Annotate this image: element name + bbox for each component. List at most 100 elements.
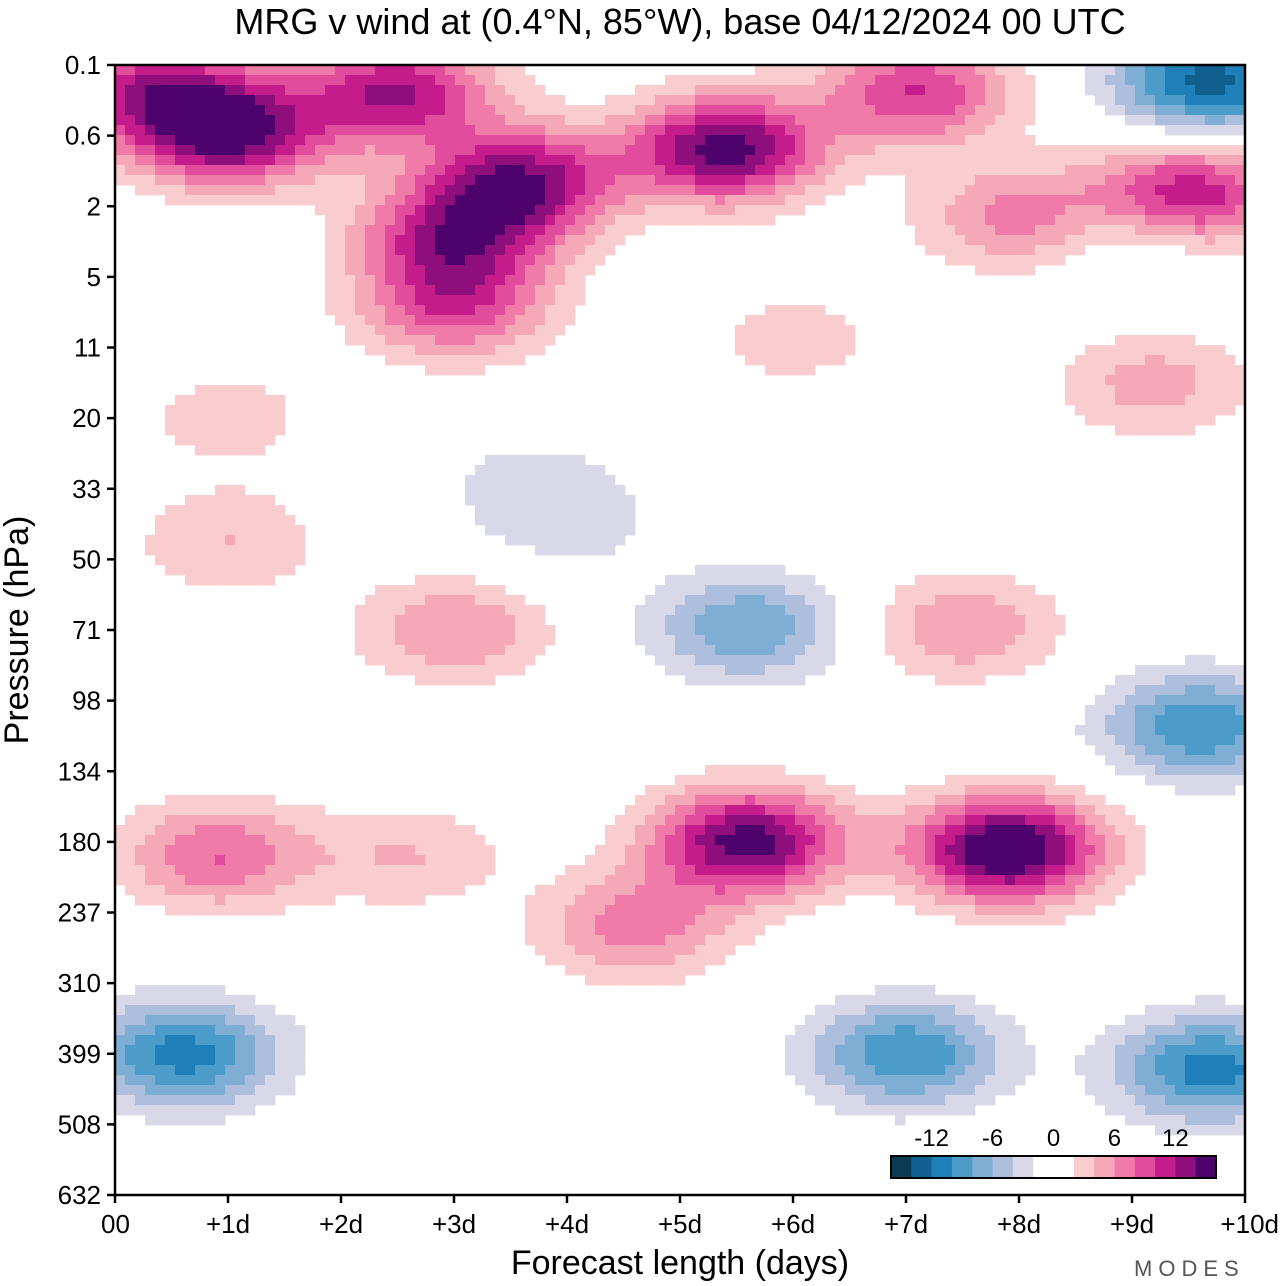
- contour-cell: [185, 825, 196, 836]
- contour-cell: [385, 855, 396, 866]
- contour-cell: [775, 105, 786, 116]
- contour-cell: [235, 815, 246, 826]
- contour-cell: [685, 105, 696, 116]
- contour-cell: [195, 875, 206, 886]
- contour-cell: [955, 795, 966, 806]
- contour-cell: [645, 215, 656, 226]
- contour-cell: [285, 805, 296, 816]
- contour-cell: [685, 125, 696, 136]
- contour-cell: [205, 195, 216, 206]
- contour-cell: [1175, 125, 1186, 136]
- contour-cell: [1005, 825, 1016, 836]
- contour-cell: [1055, 845, 1066, 856]
- contour-cell: [595, 885, 606, 896]
- contour-cell: [1035, 835, 1046, 846]
- contour-cell: [975, 155, 986, 166]
- contour-cell: [695, 205, 706, 216]
- contour-cell: [1125, 1055, 1136, 1066]
- contour-cell: [695, 955, 706, 966]
- contour-cell: [1145, 675, 1156, 686]
- contour-cell: [585, 975, 596, 986]
- contour-cell: [785, 805, 796, 816]
- contour-cell: [1125, 195, 1136, 206]
- contour-cell: [1115, 1045, 1126, 1056]
- contour-cell: [695, 925, 706, 936]
- contour-cell: [415, 655, 426, 666]
- contour-cell: [555, 95, 566, 106]
- contour-cell: [1005, 165, 1016, 176]
- contour-cell: [245, 1015, 256, 1026]
- contour-cell: [405, 65, 416, 76]
- contour-cell: [665, 855, 676, 866]
- contour-cell: [745, 675, 756, 686]
- contour-cell: [1075, 825, 1086, 836]
- contour-cell: [485, 145, 496, 156]
- contour-cell: [1115, 215, 1126, 226]
- contour-cell: [975, 205, 986, 216]
- contour-cell: [1055, 615, 1066, 626]
- contour-cell: [485, 95, 496, 106]
- contour-cell: [765, 105, 776, 116]
- contour-cell: [865, 1045, 876, 1056]
- contour-cell: [515, 495, 526, 506]
- contour-cell: [425, 125, 436, 136]
- contour-cell: [775, 845, 786, 856]
- contour-cell: [1095, 825, 1106, 836]
- contour-cell: [1145, 185, 1156, 196]
- contour-cell: [505, 485, 516, 496]
- contour-cell: [565, 865, 576, 876]
- contour-cell: [675, 955, 686, 966]
- contour-cell: [925, 95, 936, 106]
- contour-cell: [1235, 775, 1246, 786]
- contour-cell: [725, 645, 736, 656]
- contour-cell: [975, 145, 986, 156]
- contour-cell: [635, 875, 646, 886]
- contour-cell: [1235, 245, 1246, 256]
- contour-cell: [485, 345, 496, 356]
- contour-cell: [1235, 665, 1246, 676]
- contour-cell: [225, 185, 236, 196]
- contour-cell: [335, 265, 346, 276]
- contour-cell: [195, 845, 206, 856]
- contour-cell: [245, 165, 256, 176]
- contour-cell: [665, 105, 676, 116]
- contour-cell: [685, 605, 696, 616]
- contour-cell: [655, 895, 666, 906]
- contour-cell: [1205, 235, 1216, 246]
- contour-cell: [355, 125, 366, 136]
- contour-cell: [415, 885, 426, 896]
- contour-cell: [195, 405, 206, 416]
- contour-cell: [1005, 65, 1016, 76]
- contour-cell: [1165, 185, 1176, 196]
- contour-cell: [835, 995, 846, 1006]
- contour-cell: [1205, 245, 1216, 256]
- contour-cell: [295, 115, 306, 126]
- contour-cell: [1115, 195, 1126, 206]
- contour-cell: [565, 925, 576, 936]
- contour-cell: [975, 795, 986, 806]
- contour-cell: [1225, 365, 1236, 376]
- contour-cell: [895, 825, 906, 836]
- contour-cell: [665, 975, 676, 986]
- contour-cell: [1115, 345, 1126, 356]
- contour-cell: [455, 615, 466, 626]
- contour-cell: [925, 1065, 936, 1076]
- contour-cell: [795, 905, 806, 916]
- contour-cell: [865, 165, 876, 176]
- contour-cell: [255, 155, 266, 166]
- contour-cell: [575, 115, 586, 126]
- contour-cell: [1185, 415, 1196, 426]
- contour-cell: [1165, 685, 1176, 696]
- contour-cell: [145, 855, 156, 866]
- contour-cell: [975, 665, 986, 676]
- contour-cell: [615, 175, 626, 186]
- contour-cell: [945, 665, 956, 676]
- contour-cell: [985, 245, 996, 256]
- contour-cell: [405, 95, 416, 106]
- contour-cell: [945, 75, 956, 86]
- contour-cell: [745, 855, 756, 866]
- contour-cell: [165, 405, 176, 416]
- contour-cell: [505, 215, 516, 226]
- contour-cell: [195, 545, 206, 556]
- contour-cell: [865, 835, 876, 846]
